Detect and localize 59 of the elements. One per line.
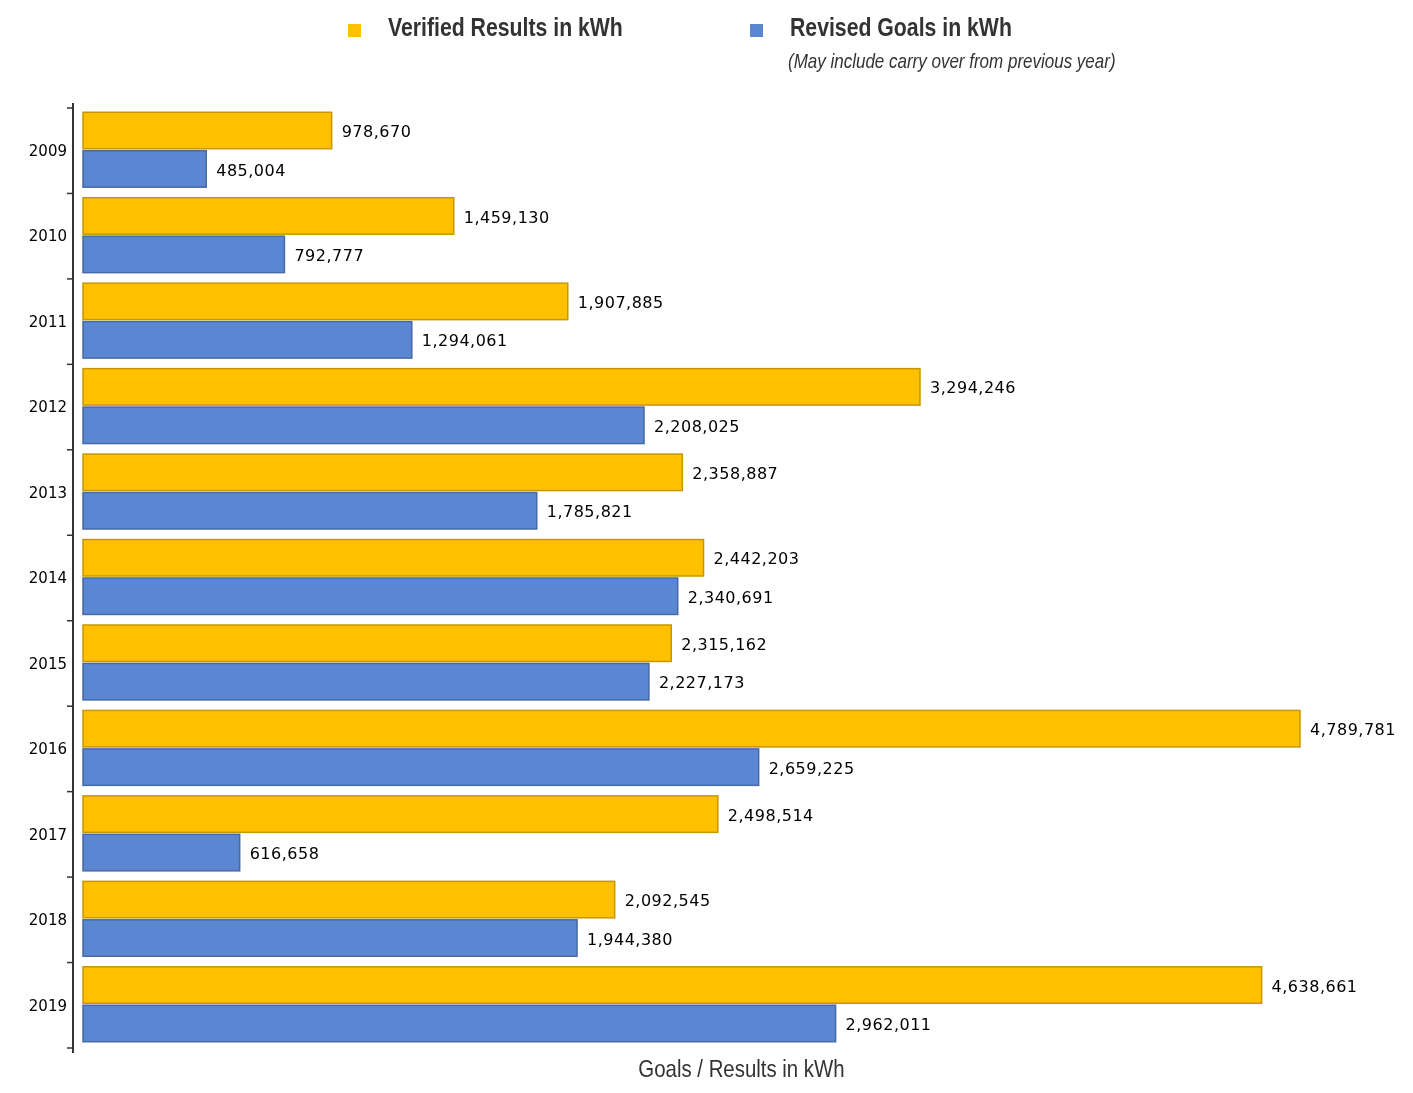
- data-label: 2,092,545: [624, 891, 711, 911]
- bar: [82, 453, 684, 492]
- bar: [82, 367, 921, 406]
- y-tick-label: 2018: [28, 911, 67, 930]
- y-tick-label: 2009: [28, 141, 67, 160]
- data-label: 2,208,025: [654, 416, 740, 436]
- data-label: 1,944,380: [587, 929, 673, 949]
- bar: [82, 880, 616, 919]
- data-label: 2,358,887: [692, 463, 779, 483]
- data-label: 978,670: [341, 122, 412, 142]
- data-label: 2,442,203: [713, 549, 800, 569]
- y-tick-label: 2013: [28, 483, 67, 502]
- bar: [82, 919, 578, 958]
- bar: [82, 624, 672, 663]
- bar: [82, 320, 413, 359]
- data-label: 1,294,061: [421, 331, 508, 351]
- x-axis-title: Goals / Results in kWh: [638, 1055, 845, 1083]
- data-label: 3,294,246: [930, 378, 1016, 398]
- y-tick-label: 2012: [28, 398, 67, 417]
- data-label: 792,777: [294, 246, 365, 266]
- data-label: 4,789,781: [1310, 720, 1396, 740]
- data-label: 2,340,691: [687, 587, 774, 607]
- data-label: 485,004: [216, 160, 286, 180]
- bar: [82, 149, 207, 188]
- bar: [82, 538, 705, 577]
- y-tick-label: 2017: [28, 825, 67, 844]
- data-label: 4,638,661: [1271, 976, 1358, 996]
- bar: [82, 748, 760, 787]
- bar: [82, 966, 1263, 1005]
- y-tick-label: 2011: [28, 312, 67, 331]
- y-tick-label: 2015: [28, 654, 67, 673]
- data-label: 2,659,225: [768, 758, 855, 778]
- bar: [82, 196, 455, 235]
- data-label: 2,227,173: [658, 673, 745, 693]
- data-label: 616,658: [249, 844, 320, 864]
- y-tick-label: 2010: [28, 227, 67, 246]
- bar: [82, 577, 679, 616]
- data-label: 1,459,130: [463, 207, 550, 227]
- data-label: 2,315,162: [681, 634, 768, 654]
- bar: [82, 833, 241, 872]
- bar: [82, 1004, 837, 1043]
- bar: [82, 282, 569, 321]
- bar: [82, 662, 650, 701]
- bar: [82, 406, 645, 445]
- bar: [82, 111, 333, 150]
- y-tick-label: 2019: [28, 996, 67, 1015]
- data-label: 1,785,821: [546, 502, 633, 522]
- bar: [82, 491, 538, 530]
- bar: [82, 709, 1301, 748]
- bar: [82, 795, 719, 834]
- bar: [82, 235, 286, 274]
- y-tick-label: 2014: [28, 569, 67, 588]
- legend-label: Verified Results in kWh: [388, 13, 623, 42]
- text: (May include carry over from previous year): [788, 49, 1116, 73]
- data-label: 2,498,514: [727, 805, 814, 825]
- y-tick-label: 2016: [28, 740, 67, 759]
- data-label: 2,962,011: [845, 1015, 932, 1035]
- data-label: 1,907,885: [577, 293, 664, 313]
- legend-label: Revised Goals in kWh: [790, 13, 1012, 42]
